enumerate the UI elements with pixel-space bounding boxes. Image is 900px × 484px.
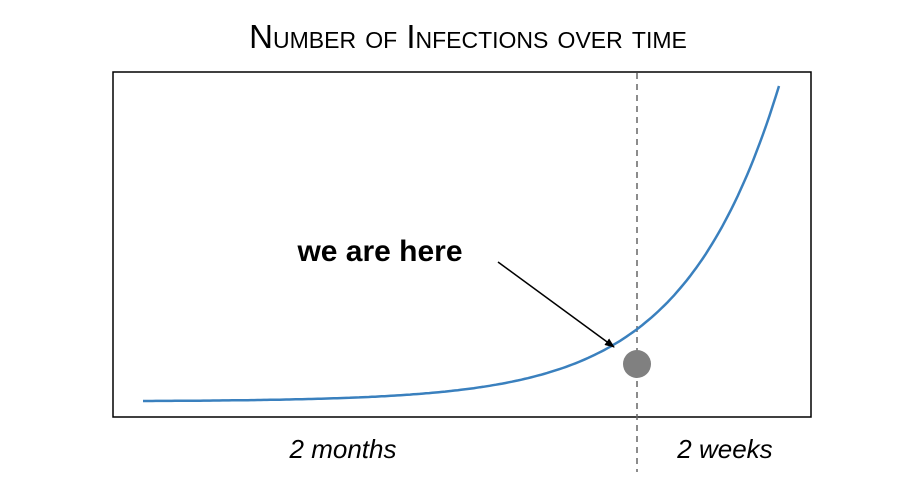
period-label-past: 2 months — [289, 434, 397, 464]
chart-title: Number of Infections over time — [249, 18, 687, 55]
annotation-arrow — [497, 261, 615, 348]
current-position-marker — [623, 350, 651, 378]
plot-area-frame — [112, 71, 812, 418]
annotation-label: we are here — [296, 235, 462, 268]
infection-curve-line — [143, 85, 781, 403]
period-label-future: 2 weeks — [676, 434, 772, 464]
